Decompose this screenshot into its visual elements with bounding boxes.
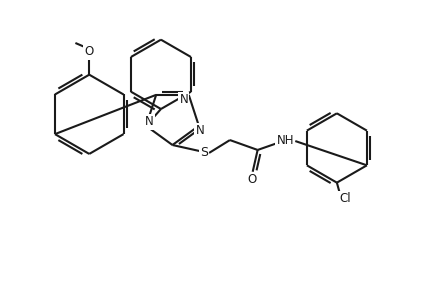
Text: N: N bbox=[180, 93, 188, 106]
Text: O: O bbox=[247, 173, 257, 186]
Text: Cl: Cl bbox=[339, 192, 351, 205]
Text: NH: NH bbox=[277, 133, 294, 147]
Text: N: N bbox=[145, 115, 154, 128]
Text: N: N bbox=[195, 124, 204, 137]
Text: O: O bbox=[84, 45, 94, 58]
Text: S: S bbox=[200, 146, 208, 159]
